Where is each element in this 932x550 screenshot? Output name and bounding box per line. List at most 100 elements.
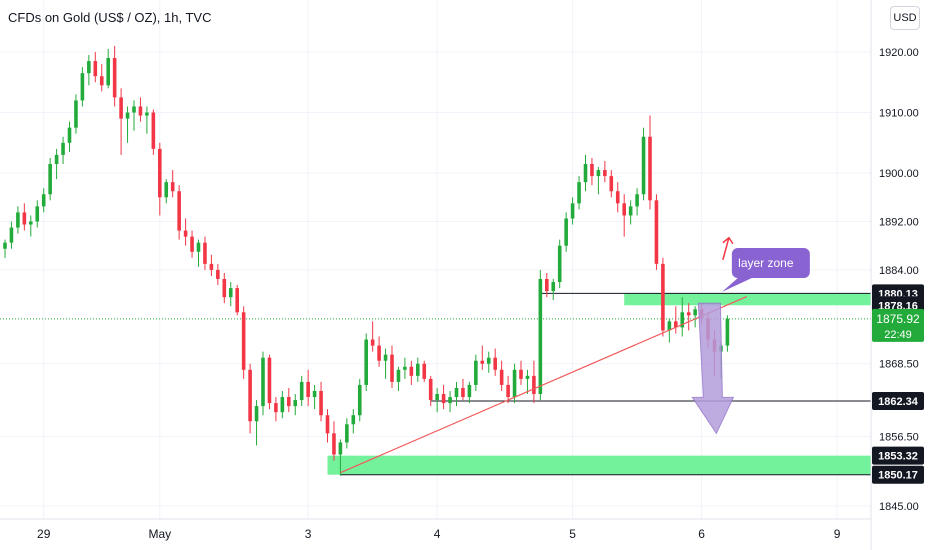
candle [241,306,246,379]
candle-body [280,397,285,413]
candle-body [22,212,27,225]
candle-body [441,394,446,404]
candle-body [293,400,298,407]
candle-body [228,288,233,298]
candle [615,182,620,213]
price-label-text: 1850.17 [878,470,918,482]
candle-body [403,366,407,370]
chart-title: CFDs on Gold (US$ / OZ), 1h, TVC [8,10,212,25]
candles-layer [3,45,730,476]
candle [9,221,14,249]
candle [138,97,143,122]
candle-body [274,403,278,413]
candle [590,157,594,186]
candle-body [661,263,665,331]
candle-body [428,378,433,401]
candle-body [287,397,291,407]
candle-body [312,390,317,398]
candle-body [525,375,530,379]
candle [377,336,381,367]
candle-body [435,394,439,401]
candle [190,230,194,258]
candle-body [499,369,504,385]
candle-body [377,345,381,361]
candle-body [158,148,162,198]
candle-body [615,191,620,204]
price-tick-label: 1920.00 [879,47,919,59]
price-tick-label: 1900.00 [879,168,919,180]
candle [725,315,730,352]
candle-body [725,318,730,346]
candle [512,363,517,404]
candle-body [480,360,485,364]
candle [448,390,452,413]
time-tick-label: 9 [834,527,841,541]
candle-body [641,136,646,195]
candle [132,100,136,131]
candle-body [486,357,491,364]
candle [3,239,7,258]
candle [61,136,65,164]
candle [99,64,104,92]
candle [680,297,685,337]
candle [67,121,72,152]
candle [648,115,652,210]
candle [351,409,356,434]
candle [461,378,465,401]
candle-body [80,73,85,101]
candle [158,142,162,216]
price-tick-label: 1868.50 [879,359,919,371]
down-arrow [691,302,735,435]
candle [41,188,46,213]
candle [280,390,285,419]
candle [661,257,665,337]
candle [228,282,233,307]
candle-body [416,363,420,376]
candle-body [532,375,536,395]
candle-body [241,312,246,370]
candle-body [87,61,91,74]
time-axis[interactable]: 29 May 3 4 5 6 9 [37,527,841,541]
candle [119,88,123,155]
candle-body [41,194,46,207]
candle [87,55,91,86]
candle-body [364,339,368,385]
price-label-box [872,465,924,484]
price-tick-label: 1910.00 [879,108,919,120]
candle [686,303,691,331]
time-tick-label: 3 [305,527,312,541]
candle [409,360,414,385]
currency-button[interactable]: USD [890,6,920,30]
candle-body [61,142,65,155]
candle-body [99,76,104,86]
candle [551,279,556,301]
price-tick-label: 1884.00 [879,265,919,277]
time-tick-label: May [148,527,171,541]
candle [557,239,562,289]
candle [486,351,491,373]
price-axis[interactable]: 1845.00 1856.50 1868.50 1884.00 1892.00 1900.… [872,47,924,513]
candle-body [454,387,459,398]
candle-body [686,312,691,316]
candle [635,188,639,216]
candle [29,215,33,237]
candle [235,285,239,316]
price-tick-label: 1845.00 [879,501,919,513]
candle-body [590,163,594,177]
candle [338,439,343,476]
candle [209,254,214,276]
candle-body [493,357,497,370]
candle [622,194,626,237]
candle [170,170,175,198]
candle-body [538,279,543,395]
candle [345,418,349,449]
time-tick-label: 29 [37,527,51,541]
candle-body [551,282,556,292]
candle [357,378,362,422]
candle [93,52,98,83]
candle-body [125,112,130,119]
candle [596,167,601,195]
candle [151,109,156,155]
price-tick-label: 1892.00 [879,216,919,228]
